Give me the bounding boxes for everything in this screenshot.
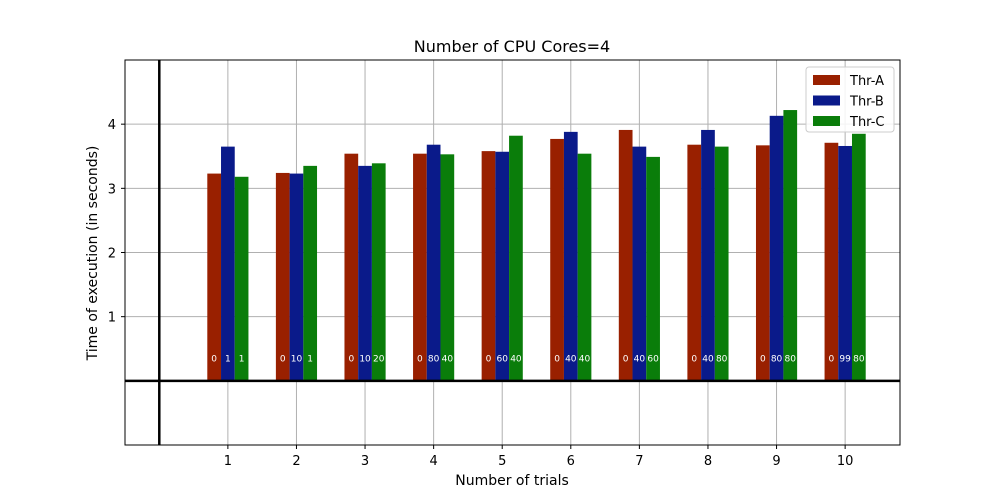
- bar-label: 80: [428, 355, 440, 365]
- bar-label: 0: [623, 355, 629, 365]
- bar: [303, 165, 318, 381]
- x-tick-label: 4: [429, 454, 437, 469]
- bar-label: 40: [634, 355, 646, 365]
- x-tick-label: 10: [837, 454, 854, 469]
- bar: [289, 173, 304, 381]
- bar: [646, 156, 660, 381]
- bar-label: 40: [579, 355, 591, 365]
- bar-label: 10: [291, 355, 303, 365]
- bar: [207, 173, 222, 381]
- x-tick-label: 1: [224, 454, 232, 469]
- bar-label: 0: [211, 355, 217, 365]
- bar: [371, 163, 386, 381]
- bar: [440, 154, 455, 381]
- bar: [632, 146, 647, 381]
- bar: [550, 138, 564, 381]
- legend-label: Thr-B: [849, 95, 884, 110]
- bar: [769, 115, 784, 381]
- bar: [701, 129, 715, 381]
- bar: [413, 153, 427, 381]
- bar: [577, 153, 592, 381]
- bar: [426, 144, 441, 381]
- bar-label: 0: [280, 355, 286, 365]
- bar-label: 0: [348, 355, 354, 365]
- bar-label: 0: [417, 355, 423, 365]
- bar: [851, 133, 866, 381]
- bars-group: 0 0 0 0 0 0 0 0 0 01 10 10 80 60 40 40 40 80 991 1 20 40 40 40 6…: [207, 110, 866, 381]
- y-axis-title: Time of execution (in seconds): [85, 146, 101, 362]
- legend: Thr-A Thr-B Thr-C: [805, 66, 895, 133]
- bar: [358, 165, 372, 381]
- bar-label: 10: [359, 355, 371, 365]
- bar: [509, 135, 523, 381]
- bar-label: 60: [496, 355, 508, 365]
- bar-label: 60: [647, 355, 659, 365]
- bar: [783, 110, 798, 381]
- y-tick-label: 3: [108, 182, 116, 197]
- bar-label: 80: [853, 355, 865, 365]
- bar: [563, 131, 578, 381]
- bar-label: 0: [691, 355, 697, 365]
- x-tick-label: 3: [361, 454, 369, 469]
- y-tick-label: 4: [108, 118, 116, 133]
- bar-label: 80: [785, 355, 797, 365]
- bar: [824, 142, 839, 381]
- bar: [495, 151, 510, 381]
- y-tick-label: 2: [108, 247, 116, 262]
- legend-swatch: [813, 95, 840, 106]
- x-tick-label: 9: [772, 454, 780, 469]
- x-axis-title: Number of trials: [455, 473, 569, 489]
- bar: [275, 172, 290, 381]
- x-tick-label: 6: [567, 454, 575, 469]
- bar: [838, 145, 852, 381]
- bar-label: 1: [307, 355, 313, 365]
- bar-label: 40: [565, 355, 577, 365]
- bar-label: 40: [702, 355, 714, 365]
- bar: [687, 144, 702, 381]
- y-tick-label: 1: [108, 311, 116, 326]
- bar-label: 40: [442, 355, 454, 365]
- bar-label: 1: [239, 355, 245, 365]
- bar-label: 40: [510, 355, 522, 365]
- bar: [714, 146, 729, 381]
- x-tick-label: 2: [292, 454, 300, 469]
- bar-label: 99: [839, 355, 851, 365]
- legend-label: Thr-C: [849, 115, 884, 130]
- bar: [755, 145, 770, 381]
- chart-title: Number of CPU Cores=4: [414, 37, 610, 56]
- bar-label: 80: [771, 355, 783, 365]
- bar-label: 20: [373, 355, 385, 365]
- bar-label: 80: [716, 355, 728, 365]
- bar-label: 1: [225, 355, 231, 365]
- bar-label: 0: [829, 355, 835, 365]
- x-tick-label: 5: [498, 454, 506, 469]
- bar: [344, 153, 359, 381]
- bar: [234, 176, 249, 381]
- bar-label: 0: [760, 355, 766, 365]
- legend-swatch: [813, 116, 840, 126]
- legend-swatch: [813, 75, 840, 85]
- bar: [221, 146, 235, 381]
- bar: [481, 151, 496, 381]
- legend-label: Thr-A: [849, 74, 884, 89]
- bar-label: 0: [486, 355, 492, 365]
- bar: [618, 129, 633, 381]
- bar-label: 0: [554, 355, 560, 365]
- x-tick-label: 8: [704, 454, 712, 469]
- x-tick-label: 7: [635, 454, 643, 469]
